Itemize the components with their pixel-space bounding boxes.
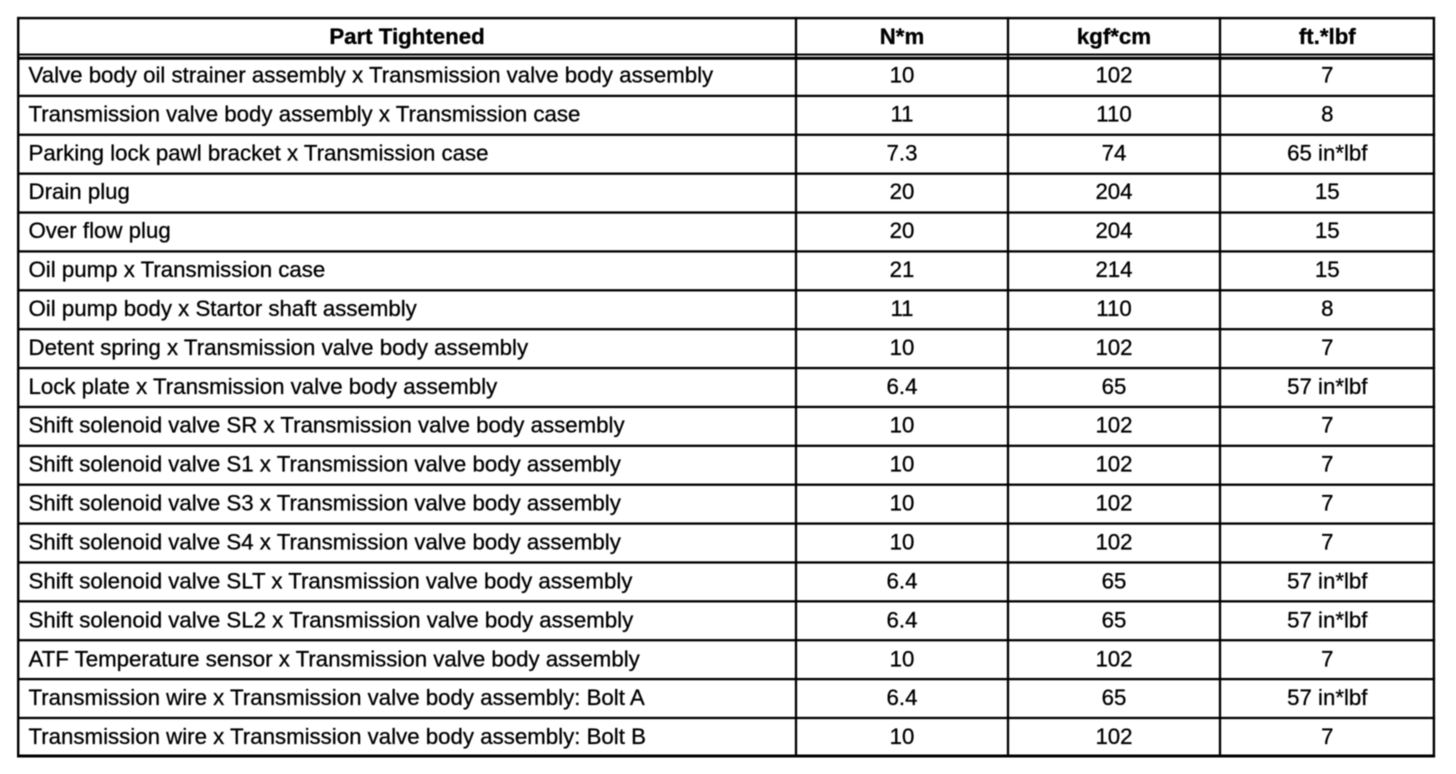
svg-text:Transmission wire x Transmissi: Transmission wire x Transmission valve b… (29, 685, 645, 710)
svg-text:57 in*lbf: 57 in*lbf (1287, 685, 1368, 710)
svg-text:Valve body oil strainer assemb: Valve body oil strainer assembly x Trans… (29, 62, 715, 87)
svg-text:Shift solenoid valve S4 x Tran: Shift solenoid valve S4 x Transmission v… (29, 529, 622, 554)
svg-text:15: 15 (1315, 257, 1340, 282)
svg-text:65: 65 (1102, 607, 1127, 632)
svg-text:110: 110 (1096, 101, 1131, 126)
svg-text:6.4: 6.4 (887, 685, 918, 710)
svg-text:65: 65 (1102, 568, 1127, 593)
svg-text:10: 10 (890, 529, 915, 554)
svg-text:204: 204 (1095, 218, 1132, 243)
svg-text:Part Tightened: Part Tightened (329, 24, 484, 49)
svg-text:6.4: 6.4 (887, 374, 918, 399)
svg-text:21: 21 (890, 257, 915, 282)
svg-text:6.4: 6.4 (887, 607, 918, 632)
svg-text:7.3: 7.3 (887, 140, 918, 165)
svg-text:10: 10 (890, 491, 915, 516)
svg-text:10: 10 (890, 335, 915, 360)
svg-text:Transmission wire x Transmissi: Transmission wire x Transmission valve b… (29, 724, 646, 749)
svg-text:10: 10 (890, 452, 915, 477)
svg-text:Transmission valve body assemb: Transmission valve body assembly x Trans… (29, 101, 581, 126)
svg-text:7: 7 (1321, 413, 1333, 438)
svg-text:kgf*cm: kgf*cm (1077, 24, 1151, 49)
svg-text:20: 20 (890, 179, 915, 204)
svg-text:Drain plug: Drain plug (29, 179, 130, 204)
svg-text:Shift solenoid valve SR x Tran: Shift solenoid valve SR x Transmission v… (29, 413, 626, 438)
svg-text:11: 11 (890, 101, 913, 126)
svg-text:ATF Temperature sensor x Trans: ATF Temperature sensor x Transmission va… (29, 646, 641, 671)
svg-text:Oil pump body x Startor shaft: Oil pump body x Startor shaft assembly (29, 296, 418, 321)
svg-text:Shift solenoid valve SL2 x Tra: Shift solenoid valve SL2 x Transmission … (29, 607, 635, 632)
svg-text:102: 102 (1095, 529, 1132, 554)
svg-text:102: 102 (1095, 413, 1132, 438)
svg-text:15: 15 (1315, 179, 1340, 204)
svg-text:N*m: N*m (880, 24, 925, 49)
svg-text:Over flow plug: Over flow plug (29, 218, 171, 243)
svg-text:20: 20 (890, 218, 915, 243)
svg-text:102: 102 (1095, 646, 1132, 671)
svg-text:102: 102 (1095, 452, 1132, 477)
svg-text:7: 7 (1321, 646, 1333, 671)
svg-text:8: 8 (1321, 296, 1333, 321)
svg-text:57 in*lbf: 57 in*lbf (1287, 374, 1368, 399)
svg-text:57 in*lbf: 57 in*lbf (1287, 568, 1368, 593)
svg-text:11: 11 (890, 296, 913, 321)
svg-text:ft.*lbf: ft.*lbf (1299, 24, 1356, 49)
svg-text:10: 10 (890, 413, 915, 438)
svg-text:6.4: 6.4 (887, 568, 918, 593)
svg-text:7: 7 (1321, 335, 1333, 360)
svg-text:Oil pump x Transmission case: Oil pump x Transmission case (29, 257, 326, 282)
svg-text:7: 7 (1321, 724, 1333, 749)
svg-text:15: 15 (1315, 218, 1340, 243)
svg-text:Lock plate x Transmission valv: Lock plate x Transmission valve body ass… (29, 374, 499, 399)
svg-text:Shift solenoid valve S3 x Tran: Shift solenoid valve S3 x Transmission v… (29, 491, 622, 516)
svg-text:8: 8 (1321, 101, 1333, 126)
svg-text:74: 74 (1102, 140, 1127, 165)
svg-text:Shift solenoid valve S1 x Tran: Shift solenoid valve S1 x Transmission v… (29, 452, 622, 477)
svg-text:214: 214 (1095, 257, 1132, 282)
svg-text:65: 65 (1102, 685, 1127, 710)
svg-text:102: 102 (1095, 335, 1132, 360)
svg-text:10: 10 (890, 646, 915, 671)
svg-text:102: 102 (1095, 724, 1132, 749)
svg-text:Shift solenoid valve SLT x Tra: Shift solenoid valve SLT x Transmission … (29, 568, 634, 593)
svg-text:10: 10 (890, 724, 915, 749)
svg-text:7: 7 (1321, 62, 1333, 87)
svg-text:204: 204 (1095, 179, 1132, 204)
svg-text:102: 102 (1095, 491, 1132, 516)
svg-text:65: 65 (1102, 374, 1127, 399)
svg-text:102: 102 (1095, 62, 1132, 87)
svg-text:110: 110 (1096, 296, 1131, 321)
svg-text:Detent spring x Transmission v: Detent spring x Transmission valve body … (29, 335, 529, 360)
svg-text:7: 7 (1321, 452, 1333, 477)
svg-text:10: 10 (890, 62, 915, 87)
svg-text:7: 7 (1321, 529, 1333, 554)
svg-text:57 in*lbf: 57 in*lbf (1287, 607, 1368, 632)
svg-text:Parking lock pawl bracket x Tr: Parking lock pawl bracket x Transmission… (29, 140, 489, 165)
svg-text:65 in*lbf: 65 in*lbf (1287, 140, 1368, 165)
svg-text:7: 7 (1321, 491, 1333, 516)
